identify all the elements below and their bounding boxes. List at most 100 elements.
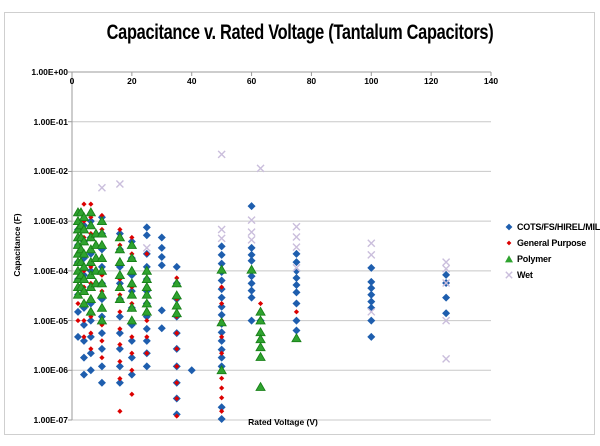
data-point-cots	[247, 293, 256, 302]
y-tick-label: 1.00E-06	[33, 365, 69, 376]
data-point-general-purpose	[99, 212, 105, 219]
data-point-cots	[247, 286, 256, 295]
y-tick-label: 1.00E-02	[33, 166, 69, 177]
data-point-general-purpose	[174, 380, 180, 386]
data-point-polymer	[255, 341, 266, 352]
data-point-general-purpose	[174, 395, 180, 402]
data-point-polymer	[96, 289, 108, 299]
data-point-wet	[442, 264, 451, 273]
data-point-general-purpose	[81, 334, 87, 340]
data-point-cots	[157, 261, 166, 270]
data-point-cots	[172, 262, 181, 271]
data-point-general-purpose	[99, 338, 105, 344]
data-point-polymer	[141, 306, 153, 316]
data-point-cots	[97, 362, 106, 371]
data-point-polymer	[255, 351, 266, 361]
data-point-polymer	[216, 264, 227, 274]
data-point-general-purpose	[174, 275, 180, 281]
data-point-wet	[442, 354, 451, 363]
data-point-polymer	[96, 252, 108, 263]
data-point-general-purpose	[88, 201, 94, 207]
data-point-cots	[217, 250, 226, 259]
chart-title: Capacitance v. Rated Voltage (Tantalum C…	[106, 21, 494, 44]
data-point-cots	[127, 336, 136, 345]
data-point-wet	[247, 228, 256, 237]
data-point-cots	[247, 256, 256, 265]
legend-label-polymer: Polymer	[517, 254, 552, 264]
data-point-general-purpose	[293, 309, 300, 315]
data-point-general-purpose	[117, 358, 123, 365]
data-point-polymer	[126, 239, 138, 249]
x-tick-label: 60	[246, 76, 257, 86]
data-point-polymer	[141, 289, 153, 299]
data-point-cots	[217, 242, 226, 251]
data-point-polymer	[126, 265, 138, 275]
data-point-cots	[247, 279, 256, 288]
data-point-polymer	[114, 293, 126, 303]
data-point-general-purpose	[117, 341, 123, 348]
data-point-wet	[142, 243, 151, 252]
data-point-cots	[86, 332, 95, 341]
data-point-cots	[115, 378, 124, 387]
data-point-polymer	[171, 300, 183, 310]
data-point-polymer	[216, 364, 227, 375]
data-point-general-purpose	[219, 284, 225, 290]
green-triangle-icon	[505, 255, 513, 263]
data-point-wet	[442, 316, 451, 325]
data-point-general-purpose	[88, 346, 94, 352]
data-point-cots	[142, 324, 151, 333]
data-point-cots	[142, 223, 151, 232]
data-point-general-purpose	[99, 322, 105, 328]
data-point-general-purpose	[81, 268, 87, 274]
data-point-wet	[442, 258, 451, 267]
y-tick-label: 1.00E-01	[33, 116, 69, 127]
data-point-cots	[217, 328, 226, 337]
data-point-cots	[79, 353, 88, 362]
data-point-polymer	[171, 290, 183, 300]
data-point-general-purpose	[88, 264, 94, 270]
data-point-general-purpose	[117, 408, 123, 414]
data-point-cots	[115, 362, 124, 371]
data-point-general-purpose	[219, 334, 225, 340]
data-point-cots	[157, 306, 166, 315]
data-point-wet	[217, 150, 226, 159]
data-point-cots	[292, 258, 301, 267]
data-point-cots	[292, 288, 301, 297]
data-point-general-purpose	[117, 226, 123, 233]
data-point-wet	[367, 239, 376, 248]
data-point-wet	[292, 232, 301, 241]
data-point-cots	[86, 349, 95, 358]
legend-label-wet: Wet	[517, 270, 533, 280]
data-point-polymer	[85, 293, 97, 303]
data-point-polymer	[96, 315, 108, 325]
data-point-cots	[217, 302, 226, 311]
data-point-polymer	[171, 278, 183, 288]
data-point-cots	[442, 293, 451, 302]
data-point-general-purpose	[219, 385, 225, 391]
data-point-cots	[86, 316, 95, 325]
data-point-general-purpose	[219, 395, 225, 401]
data-point-cots	[367, 263, 376, 272]
x-tick-label: 40	[186, 76, 197, 86]
data-point-cots	[79, 336, 88, 345]
data-point-wet	[97, 183, 106, 192]
data-point-cots	[247, 272, 256, 281]
y-tick-label: 1.00E-03	[33, 216, 69, 227]
data-point-general-purpose	[117, 376, 123, 382]
data-point-cots	[292, 326, 301, 335]
y-tick-label: 1.00E-05	[33, 315, 69, 326]
data-point-polymer	[114, 281, 126, 292]
data-point-polymer	[78, 211, 90, 222]
data-point-polymer	[114, 256, 126, 266]
data-point-wet	[367, 250, 376, 259]
data-point-cots	[367, 290, 376, 299]
data-point-general-purpose	[144, 317, 150, 324]
data-point-general-purpose	[219, 375, 225, 381]
data-point-cots	[292, 299, 301, 308]
data-point-general-purpose	[129, 350, 135, 356]
x-tick-label: 100	[364, 76, 379, 86]
data-point-polymer	[78, 248, 90, 258]
data-point-polymer	[96, 228, 108, 238]
data-point-cots	[157, 233, 166, 242]
y-tick-label: 1.00E-07	[33, 415, 69, 425]
